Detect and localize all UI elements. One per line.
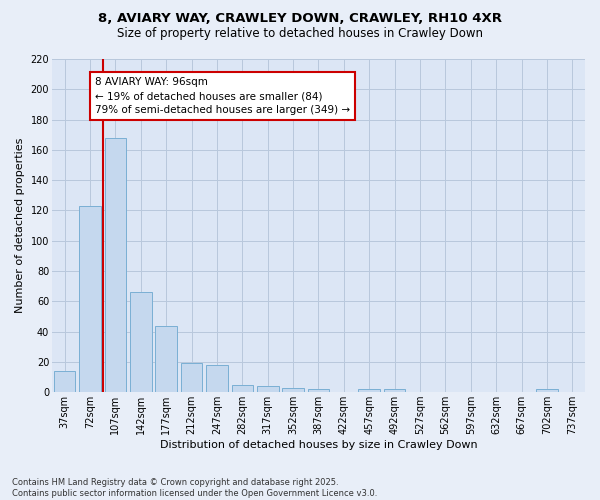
Text: 8 AVIARY WAY: 96sqm
← 19% of detached houses are smaller (84)
79% of semi-detach: 8 AVIARY WAY: 96sqm ← 19% of detached ho… [95,77,350,115]
Bar [130,292,152,392]
Y-axis label: Number of detached properties: Number of detached properties [15,138,25,314]
Bar [232,384,253,392]
Bar [181,364,202,392]
Bar [54,371,76,392]
Bar [283,388,304,392]
Bar [384,389,406,392]
Bar [536,389,558,392]
Text: 8, AVIARY WAY, CRAWLEY DOWN, CRAWLEY, RH10 4XR: 8, AVIARY WAY, CRAWLEY DOWN, CRAWLEY, RH… [98,12,502,26]
Bar [358,389,380,392]
Bar [104,138,126,392]
Bar [206,365,228,392]
Text: Size of property relative to detached houses in Crawley Down: Size of property relative to detached ho… [117,28,483,40]
X-axis label: Distribution of detached houses by size in Crawley Down: Distribution of detached houses by size … [160,440,477,450]
Bar [257,386,278,392]
Bar [155,326,177,392]
Bar [308,389,329,392]
Bar [79,206,101,392]
Text: Contains HM Land Registry data © Crown copyright and database right 2025.
Contai: Contains HM Land Registry data © Crown c… [12,478,377,498]
